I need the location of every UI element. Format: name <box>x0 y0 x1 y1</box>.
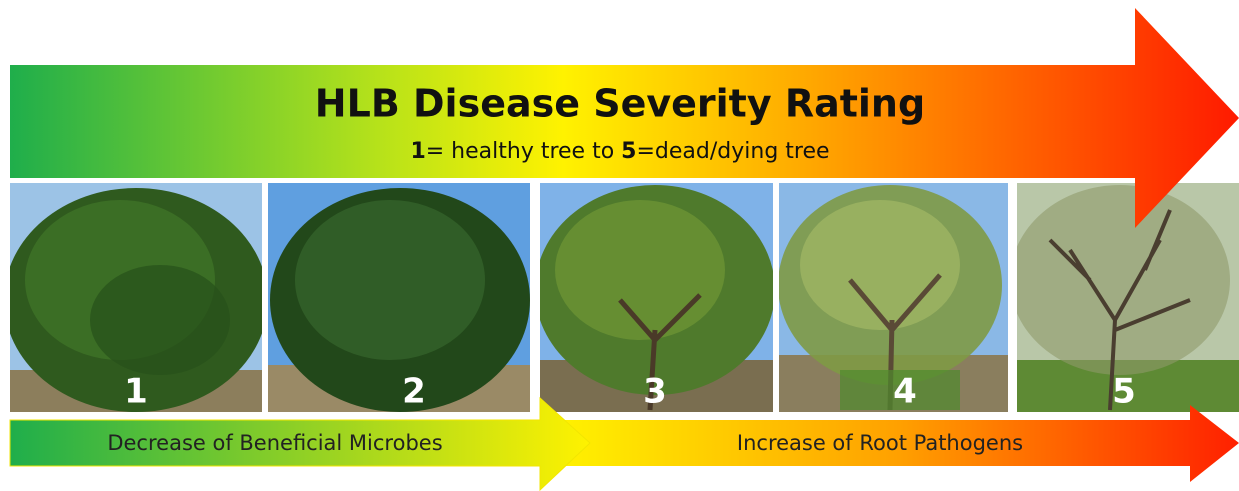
photo-5 <box>1017 183 1239 412</box>
microbe-arrow <box>9 396 591 491</box>
subtitle-part: =dead/dying tree <box>636 139 829 164</box>
photo-4 <box>779 183 1008 412</box>
photo-number: 5 <box>1112 372 1136 412</box>
photo-number: 2 <box>402 372 426 412</box>
subtitle-part: 1 <box>410 139 425 164</box>
photo-number: 3 <box>643 372 667 412</box>
photo-number: 4 <box>893 372 917 412</box>
photo-number: 1 <box>124 372 148 412</box>
photo-2 <box>268 183 530 412</box>
photo-1 <box>10 183 262 412</box>
pathogen-arrow <box>560 405 1239 482</box>
title: HLB Disease Severity Rating <box>315 82 925 126</box>
subtitle: 1= healthy tree to 5=dead/dying tree <box>410 139 829 164</box>
subtitle-part: 5 <box>621 139 636 164</box>
severity-arrow <box>10 8 1239 228</box>
subtitle-part: = healthy tree to <box>426 139 621 164</box>
arrow-label: Increase of Root Pathogens <box>737 431 1023 455</box>
arrow-label: Decrease of Beneficial Microbes <box>107 431 442 455</box>
photo-3 <box>540 183 773 412</box>
